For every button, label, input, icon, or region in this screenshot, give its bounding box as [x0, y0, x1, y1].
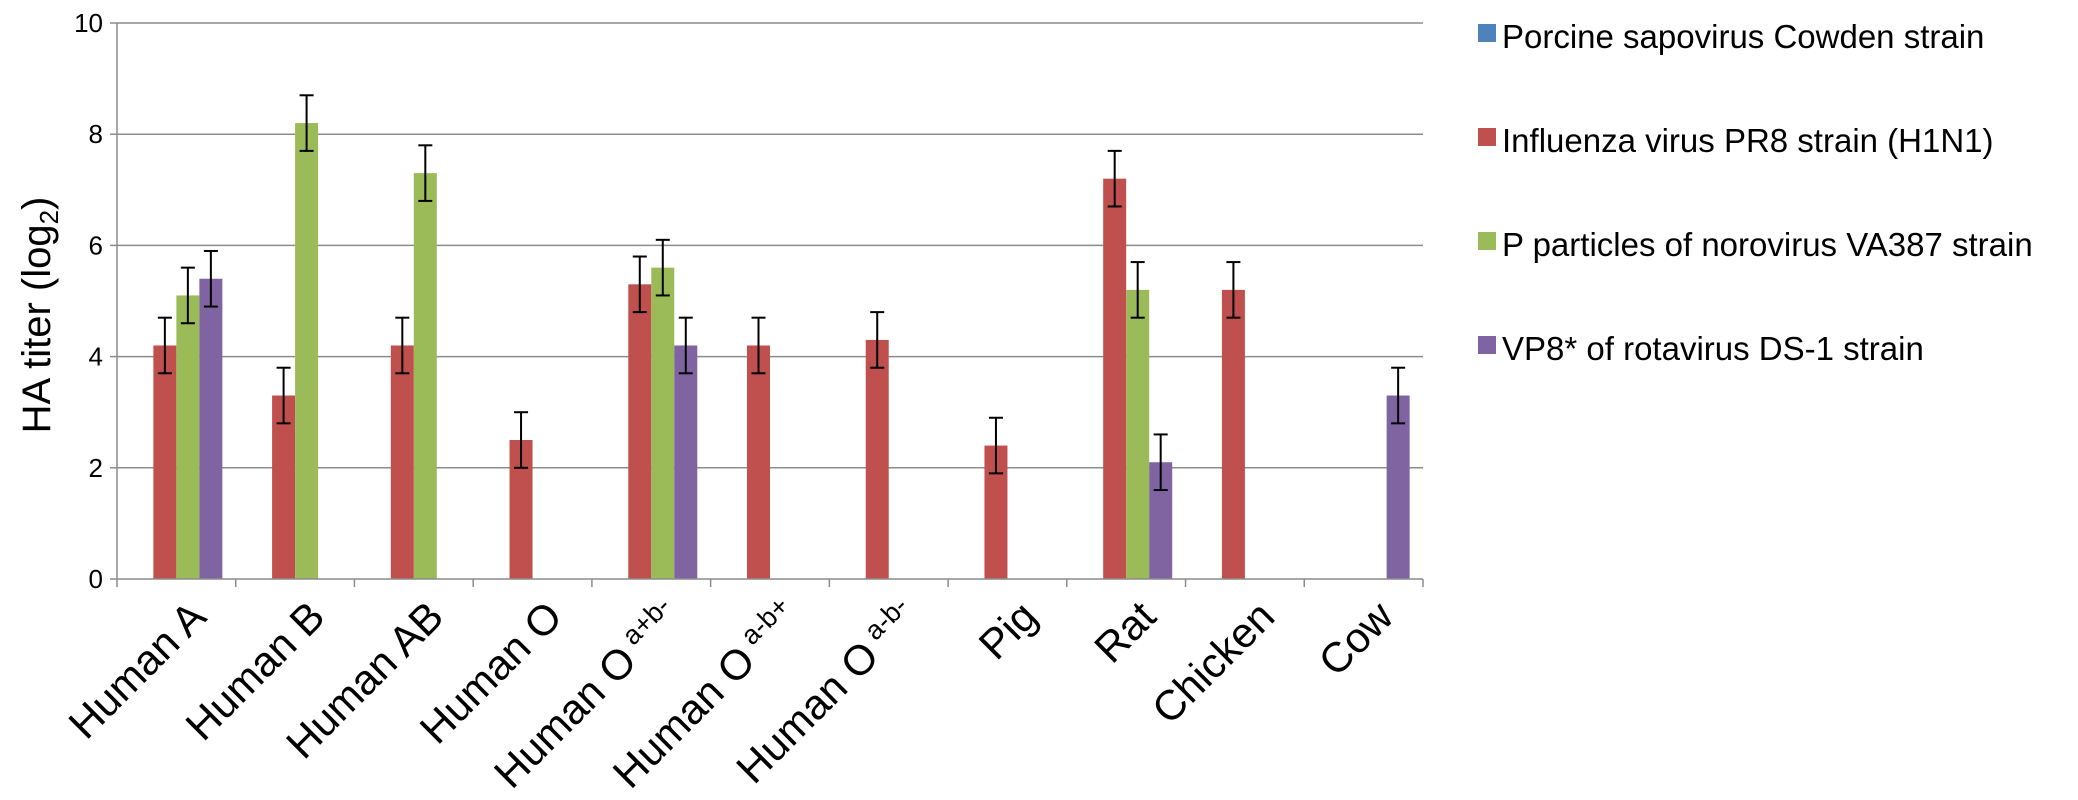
- y-tick-labels: 0 2 4 6 8 10: [74, 8, 103, 594]
- error-bars: [157, 94, 1406, 492]
- x-tick-label-superscript: a+b-: [616, 591, 676, 651]
- error-bar: [203, 249, 218, 308]
- bar: [865, 339, 889, 579]
- error-bar: [418, 144, 433, 202]
- error-bar: [1226, 261, 1241, 319]
- bar: [1126, 289, 1150, 579]
- legend-label: VP8* of rotavirus DS-1 strain: [1502, 330, 1924, 367]
- bar: [413, 173, 437, 579]
- bar: [1221, 289, 1245, 579]
- error-bar: [180, 266, 195, 325]
- y-tick-label: 6: [89, 230, 103, 260]
- error-bar: [988, 416, 1003, 475]
- x-tick-label: Chicken: [1143, 592, 1284, 733]
- y-axis-label-main: HA titer (log: [15, 224, 59, 433]
- y-tick-label: 2: [89, 453, 103, 483]
- legend-swatch: [1478, 128, 1496, 146]
- legend-item: P particles of norovirus VA387 strain: [1478, 226, 2033, 263]
- error-bar: [157, 316, 172, 375]
- legend: Porcine sapovirus Cowden strain Influenza…: [1478, 18, 2033, 367]
- y-axis-label-end: ): [15, 197, 59, 210]
- legend-item: Porcine sapovirus Cowden strain: [1478, 18, 1984, 55]
- x-tick-label-base: Human O: [727, 632, 887, 792]
- bar: [651, 267, 675, 579]
- error-bar: [276, 366, 291, 425]
- x-tick-label-superscript: a-b-: [858, 591, 913, 646]
- legend-swatch: [1478, 232, 1496, 250]
- legend-label: Influenza virus PR8 strain (H1N1): [1502, 122, 1994, 159]
- bar: [628, 284, 652, 579]
- bar: [984, 445, 1008, 579]
- y-tick-label: 4: [89, 342, 103, 372]
- error-bar: [514, 411, 529, 469]
- y-axis-label: HA titer (log2): [15, 197, 64, 434]
- x-tick-label: Rat: [1085, 592, 1165, 672]
- bar: [747, 345, 770, 579]
- y-tick-label: 8: [89, 119, 103, 149]
- y-tick-label: 10: [74, 8, 103, 38]
- error-bar: [632, 255, 647, 314]
- error-bar: [1153, 433, 1168, 492]
- bar: [509, 440, 533, 579]
- bar: [1103, 178, 1127, 579]
- bar: [1386, 395, 1410, 579]
- error-bar: [1107, 149, 1122, 208]
- x-tick-label-base: Rat: [1085, 592, 1165, 672]
- bars: [153, 123, 1410, 579]
- axes: [110, 22, 1424, 587]
- legend-item: Influenza virus PR8 strain (H1N1): [1478, 122, 1994, 159]
- error-bar: [299, 94, 314, 152]
- bar: [1149, 462, 1173, 579]
- x-tick-label-base: Pig: [970, 592, 1046, 668]
- legend-swatch: [1478, 336, 1496, 354]
- bar: [390, 345, 414, 579]
- error-bar: [395, 316, 410, 375]
- bar: [153, 345, 177, 579]
- error-bar: [751, 316, 766, 375]
- legend-swatch: [1478, 24, 1496, 42]
- x-tick-label: Pig: [970, 592, 1046, 668]
- bar: [295, 123, 319, 579]
- error-bar: [1391, 366, 1406, 425]
- y-tick-label: 0: [89, 564, 103, 594]
- x-tick-label-base: Cow: [1309, 592, 1402, 685]
- error-bar: [655, 238, 670, 297]
- error-bar: [678, 316, 693, 375]
- x-tick-label: Cow: [1309, 592, 1402, 685]
- gridlines: [117, 22, 1423, 469]
- x-tick-label-base: Chicken: [1143, 592, 1284, 733]
- bar: [199, 278, 223, 579]
- y-axis-label-subscript: 2: [34, 210, 64, 224]
- bar: [272, 395, 296, 579]
- legend-label: Porcine sapovirus Cowden strain: [1502, 18, 1984, 55]
- x-tick-label-superscript: a-b+: [735, 591, 795, 651]
- bar: [176, 295, 200, 579]
- error-bar: [870, 311, 885, 369]
- legend-item: VP8* of rotavirus DS-1 strain: [1478, 330, 1924, 367]
- legend-label: P particles of norovirus VA387 strain: [1502, 226, 2033, 263]
- error-bar: [1130, 261, 1145, 319]
- bar: [674, 345, 698, 579]
